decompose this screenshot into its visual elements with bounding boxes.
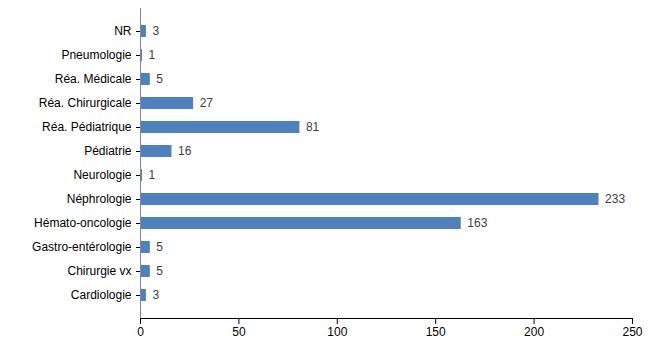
svg-text:Pédiatrie: Pédiatrie (84, 144, 132, 158)
svg-text:Réa. Chirurgicale: Réa. Chirurgicale (39, 96, 132, 110)
svg-text:27: 27 (200, 96, 214, 110)
svg-text:Réa. Pédiatrique: Réa. Pédiatrique (42, 120, 132, 134)
svg-text:16: 16 (178, 144, 192, 158)
svg-text:150: 150 (426, 325, 446, 339)
svg-text:5: 5 (156, 240, 163, 254)
svg-text:163: 163 (467, 216, 487, 230)
svg-text:1: 1 (148, 168, 155, 182)
svg-text:Chirurgie vx: Chirurgie vx (67, 264, 131, 278)
svg-text:250: 250 (622, 325, 642, 339)
svg-text:Hémato-oncologie: Hémato-oncologie (34, 216, 132, 230)
svg-text:100: 100 (327, 325, 347, 339)
svg-text:233: 233 (605, 192, 625, 206)
svg-text:3: 3 (152, 24, 159, 38)
svg-text:Gastro-entérologie: Gastro-entérologie (32, 240, 132, 254)
svg-text:200: 200 (524, 325, 544, 339)
svg-text:Réa. Médicale: Réa. Médicale (55, 72, 132, 86)
svg-text:5: 5 (156, 264, 163, 278)
svg-text:0: 0 (137, 325, 144, 339)
svg-text:5: 5 (156, 72, 163, 86)
svg-text:50: 50 (232, 325, 246, 339)
svg-text:Pneumologie: Pneumologie (61, 48, 131, 62)
svg-text:81: 81 (306, 120, 320, 134)
svg-text:NR: NR (114, 24, 132, 38)
svg-text:Neurologie: Neurologie (73, 168, 131, 182)
svg-text:Cardiologie: Cardiologie (71, 288, 132, 302)
svg-text:Néphrologie: Néphrologie (67, 192, 132, 206)
svg-text:1: 1 (148, 48, 155, 62)
svg-text:3: 3 (152, 288, 159, 302)
